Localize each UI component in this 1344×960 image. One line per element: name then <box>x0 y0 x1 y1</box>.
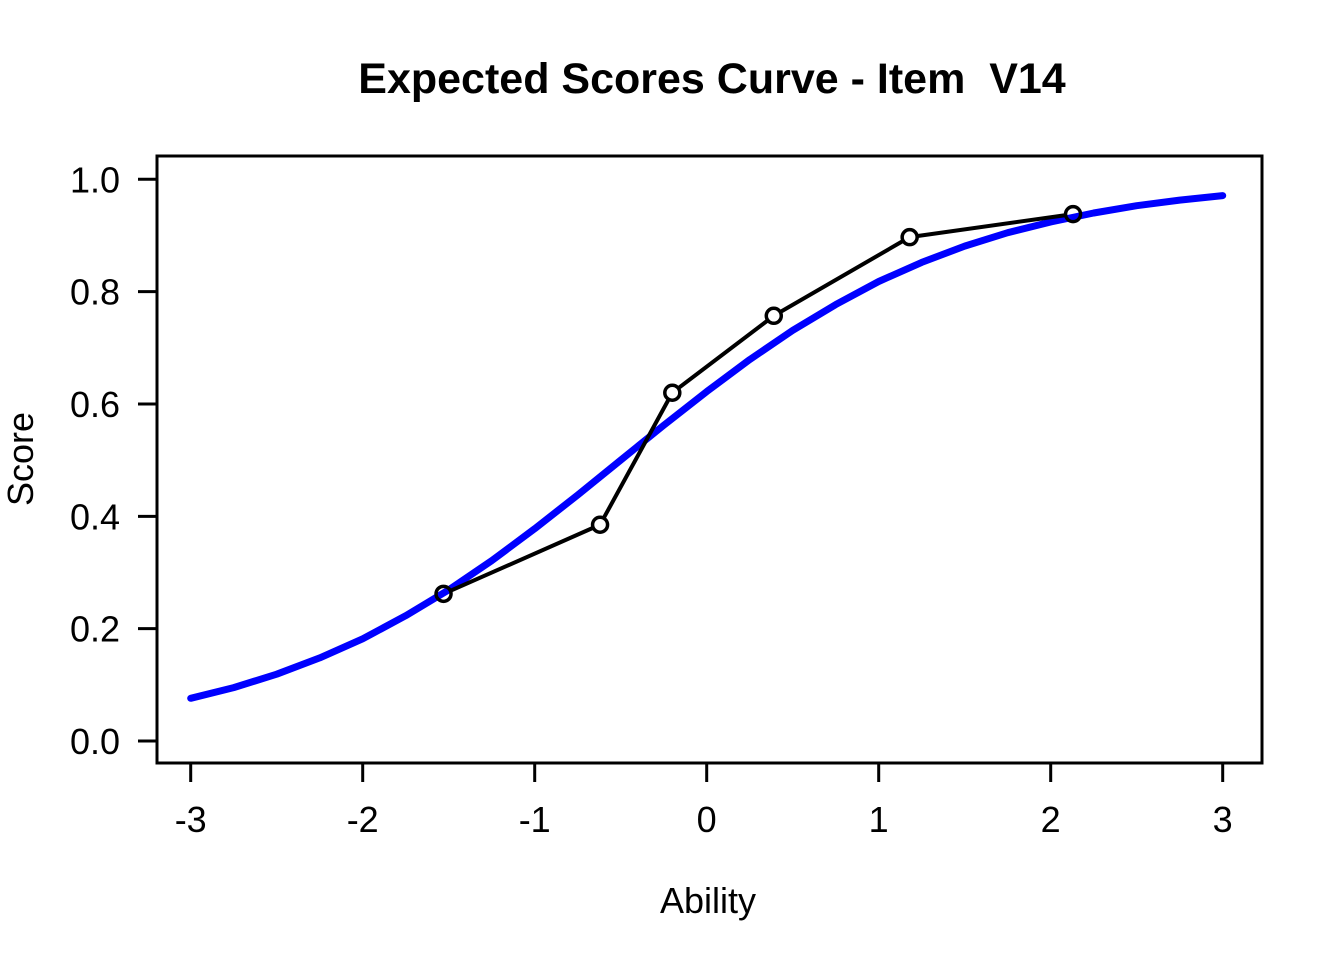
y-axis-tick-label: 0.6 <box>70 384 120 425</box>
y-axis-tick-label: 0.4 <box>70 496 120 537</box>
observed-line-segment <box>602 398 670 519</box>
observed-line-segment <box>677 319 769 390</box>
x-axis-tick-label: 0 <box>697 799 717 840</box>
plot-box <box>155 154 1264 765</box>
y-axis-tick-label: 1.0 <box>70 159 120 200</box>
model-expected-score-curve <box>187 192 1227 702</box>
observed-point-marker <box>590 515 610 534</box>
y-axis-label: Score <box>0 412 41 506</box>
observed-line-segment <box>449 526 594 593</box>
x-axis-tick-label: -3 <box>175 799 207 840</box>
series-layer <box>187 192 1227 702</box>
chart-title: Expected Scores Curve - Item V14 <box>358 55 1066 103</box>
x-axis-tick-label: -2 <box>347 799 379 840</box>
observed-line-segment <box>779 239 904 314</box>
x-axis-tick-label: 2 <box>1041 799 1061 840</box>
y-axis-tick-label: 0.8 <box>70 272 120 313</box>
y-axis-tick-label: 0.2 <box>70 609 120 650</box>
observed-point-marker <box>900 227 919 247</box>
observed-point-marker <box>434 584 453 604</box>
observed-point-marker <box>1063 204 1083 224</box>
observed-point-marker <box>663 383 682 402</box>
x-axis-tick-label: 3 <box>1213 799 1233 840</box>
observed-point-marker <box>764 306 784 326</box>
x-axis-tick-label: -1 <box>519 799 551 840</box>
x-axis-tick-label: 1 <box>869 799 889 840</box>
axes-layer: -3 -2 -1 0 1 2 3 0.0 0.2 0.4 0.6 0.8 1.0 <box>70 154 1264 840</box>
y-axis-tick-label: 0.0 <box>70 721 120 762</box>
x-axis-label: Ability <box>660 880 756 921</box>
observed-line-segment <box>916 213 1067 238</box>
